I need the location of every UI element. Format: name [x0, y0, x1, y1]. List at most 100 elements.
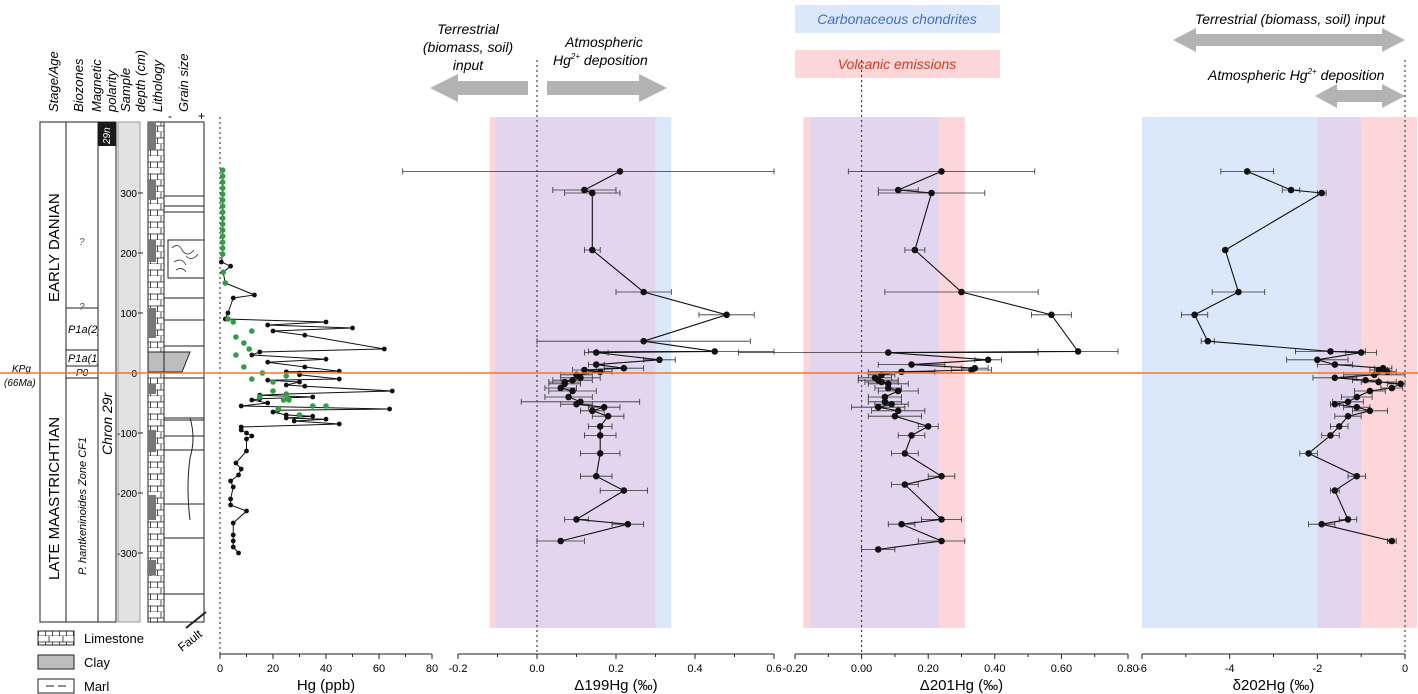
- hg-point: [302, 332, 308, 338]
- hg-highlight-point: [230, 319, 237, 325]
- hg-highlight-point: [219, 221, 226, 227]
- data-point: [984, 356, 992, 364]
- x-axis-label: Δ201Hg (‰): [920, 677, 1003, 694]
- data-point: [894, 407, 902, 415]
- marl-bed: [148, 122, 156, 150]
- depth-tick-label: 0: [131, 369, 137, 380]
- lithology-legend: Limestone Clay Marl: [37, 630, 144, 694]
- x-axis-label: Hg (ppb): [297, 677, 355, 694]
- marl-bed: [148, 240, 156, 262]
- x-tick-label: 0.2: [608, 663, 623, 675]
- data-point: [596, 450, 604, 457]
- depth-column: [117, 121, 141, 623]
- header-biozones: Biozones: [71, 58, 86, 112]
- data-point: [894, 387, 902, 395]
- data-point: [573, 400, 580, 408]
- hg-point: [323, 356, 329, 362]
- data-point: [1344, 516, 1352, 523]
- marl-bed: [148, 495, 156, 520]
- data-point: [1375, 378, 1382, 386]
- terrestrial-left-1: Terrestrial: [437, 21, 500, 37]
- data-point: [565, 393, 572, 401]
- data-point: [898, 520, 905, 528]
- hg-point: [236, 472, 241, 478]
- atm-2plus: 2+: [570, 52, 580, 61]
- header-sample: Sample: [118, 68, 133, 112]
- x-tick-label: 40: [320, 663, 332, 675]
- hg-highlight-point: [275, 406, 282, 412]
- data-point: [901, 450, 909, 457]
- hg-point: [270, 409, 276, 415]
- hg-point: [257, 349, 263, 355]
- hg-point: [238, 403, 244, 409]
- hg-point: [230, 532, 236, 538]
- hg-point: [323, 416, 329, 422]
- atmospheric-right: Atmospheric Hg2+ deposition: [1207, 67, 1385, 83]
- data-point: [878, 378, 885, 386]
- data-point: [1344, 412, 1352, 420]
- data-point: [561, 380, 568, 388]
- x-tick-label: -0.20: [782, 663, 807, 675]
- hg-point: [230, 544, 236, 550]
- legend-limestone-swatch: [37, 630, 75, 646]
- data-point: [1375, 366, 1382, 374]
- legend-marl: Marl: [84, 679, 109, 694]
- hg-point: [291, 418, 297, 424]
- hg-highlight-point: [280, 397, 287, 403]
- biozone-q2: ?: [79, 302, 85, 313]
- data-point: [1384, 368, 1391, 376]
- hg-highlight-point: [249, 376, 255, 382]
- x-tick-label: 0: [217, 663, 223, 675]
- hg-point: [389, 388, 395, 394]
- depth-tick-label: -200: [117, 489, 137, 500]
- header-stage-age: Stage/Age: [46, 51, 61, 112]
- arrow-terrestrial-left: [430, 74, 528, 102]
- x-tick-label: 0.20: [917, 663, 938, 675]
- hg-point: [283, 382, 289, 388]
- hg-point: [230, 484, 236, 490]
- grain-size-beds: [163, 195, 205, 595]
- atmospheric-left-2: Hg2+ deposition: [553, 52, 648, 68]
- data-point: [938, 516, 945, 523]
- hg-point: [387, 406, 392, 412]
- data-point: [1388, 384, 1396, 392]
- hg-highlight-point: [219, 179, 226, 185]
- legend-marl-swatch: [37, 678, 75, 694]
- hg-highlight-point: [219, 251, 226, 257]
- data-point: [1221, 246, 1229, 254]
- x-tick-label: 60: [373, 663, 385, 675]
- header-lithology: Lithology: [150, 58, 165, 112]
- carbonaceous-label: Carbonaceous chondrites: [817, 11, 977, 27]
- data-point: [908, 361, 915, 368]
- hg-series-line: [220, 170, 393, 554]
- depth-tick-label: -300: [117, 549, 137, 560]
- hg-point: [228, 478, 234, 484]
- hg-point: [244, 436, 249, 442]
- grain-size-column: [163, 121, 205, 623]
- data-point: [1388, 537, 1396, 545]
- hg-highlight-point: [283, 391, 290, 397]
- hg-point: [249, 352, 255, 358]
- data-point: [557, 537, 564, 545]
- hg-highlight-point: [270, 379, 276, 385]
- header-grain-size: Grain size: [176, 53, 191, 112]
- hg-highlight-point: [219, 227, 226, 233]
- data-point: [1362, 376, 1369, 384]
- grain-profile: [187, 417, 194, 521]
- panel-d199: -0.2 0.0 0.2 0.4 0.6 Δ199Hg (‰): [402, 60, 782, 694]
- stage-lower: LATE MAASTRICHTIAN: [46, 417, 63, 580]
- marl-bed: [148, 180, 156, 200]
- data-point: [581, 186, 588, 194]
- data-point: [874, 403, 882, 411]
- data-point: [592, 361, 600, 368]
- x-tick-label: 20: [267, 663, 279, 675]
- data-point: [884, 349, 892, 356]
- data-point: [1048, 311, 1055, 319]
- data-point: [589, 189, 596, 197]
- hg-highlight-point: [219, 215, 226, 221]
- data-point: [1357, 349, 1365, 356]
- data-point: [938, 472, 945, 480]
- data-point: [888, 400, 895, 408]
- marl-bed: [148, 384, 156, 394]
- data-point: [1397, 380, 1404, 388]
